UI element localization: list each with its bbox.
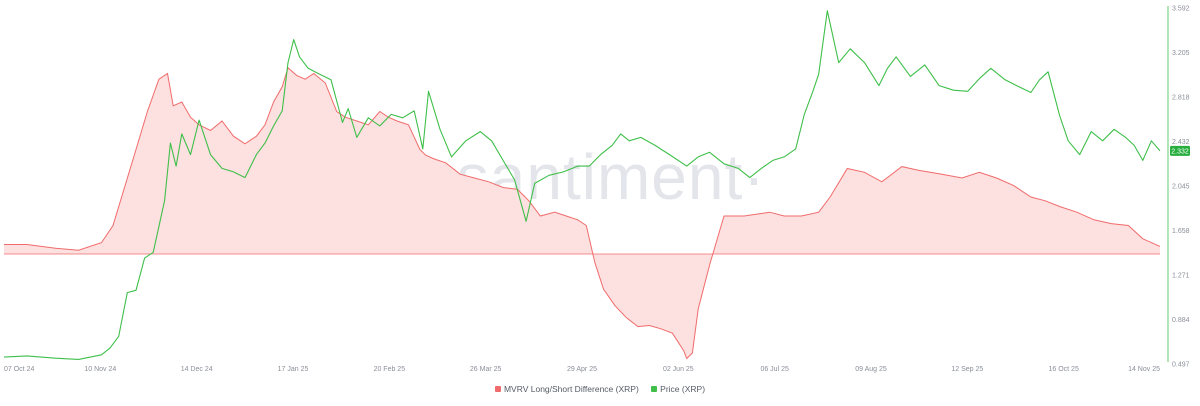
x-tick-label: 26 Mar 25 xyxy=(470,366,502,373)
price-badge-label: 2.332 xyxy=(1171,148,1189,155)
y-tick-label: 1.271 xyxy=(1172,273,1190,280)
right-axis-ticks: 3.592 3.205 2.818 2.432 2.045 1.658 1.271 0.884… xyxy=(1172,6,1190,369)
y-tick-label: 2.818 xyxy=(1172,95,1190,102)
legend-item-mvrv[interactable]: MVRV Long/Short Difference (XRP) xyxy=(494,384,639,394)
x-tick-label: 06 Jul 25 xyxy=(760,366,789,373)
x-tick-label: 14 Nov 25 xyxy=(1128,366,1160,373)
y-tick-label: 0.497 xyxy=(1172,362,1190,369)
y-tick-label: 2.432 xyxy=(1172,139,1190,146)
price-badge-bg xyxy=(1170,145,1190,156)
x-axis-ticks: 07 Oct 24 10 Nov 24 14 Dec 24 17 Jan 25 20 F… xyxy=(4,366,1160,373)
legend-label-mvrv: MVRV Long/Short Difference (XRP) xyxy=(503,384,639,394)
price-swatch xyxy=(651,386,658,392)
x-tick-label: 16 Oct 25 xyxy=(1048,366,1078,373)
mvrv-line xyxy=(4,66,1161,360)
y-tick-label: 0.884 xyxy=(1172,317,1190,324)
mvrv-series xyxy=(4,66,1161,360)
y-tick-label: 3.205 xyxy=(1172,50,1190,57)
x-tick-label: 17 Jan 25 xyxy=(278,366,309,373)
legend: MVRV Long/Short Difference (XRP) Price (… xyxy=(0,384,1200,394)
x-tick-label: 29 Apr 25 xyxy=(567,366,597,373)
x-tick-label: 07 Oct 24 xyxy=(4,366,34,373)
x-tick-label: 14 Dec 24 xyxy=(181,366,213,373)
x-tick-label: 12 Sep 25 xyxy=(951,366,983,373)
x-tick-label: 20 Feb 25 xyxy=(374,366,406,373)
y-tick-label: 2.045 xyxy=(1172,184,1190,191)
x-tick-label: 10 Nov 24 xyxy=(84,366,116,373)
price-series xyxy=(3,10,1161,360)
current-price-badge: 2.332 xyxy=(1170,145,1190,156)
y-tick-label: 3.592 xyxy=(1172,6,1190,13)
legend-label-price: Price (XRP) xyxy=(660,384,706,394)
mvrv-area xyxy=(4,67,1160,359)
x-tick-label: 09 Aug 25 xyxy=(855,366,887,373)
y-tick-label: 1.658 xyxy=(1172,228,1190,235)
mvrv-swatch xyxy=(494,386,501,392)
x-tick-label: 02 Jun 25 xyxy=(663,366,694,373)
price-line xyxy=(3,10,1161,360)
legend-item-price[interactable]: Price (XRP) xyxy=(651,384,705,394)
